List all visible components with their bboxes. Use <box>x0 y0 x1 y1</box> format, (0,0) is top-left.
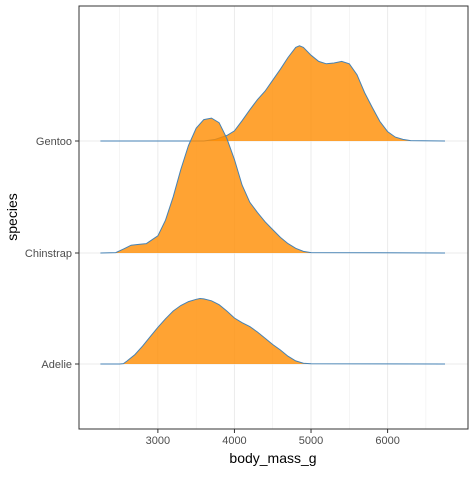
y-axis-title: species <box>4 193 20 240</box>
x-tick-label: 6000 <box>375 435 399 447</box>
x-tick-label: 3000 <box>146 435 170 447</box>
ridge-layer <box>100 45 446 365</box>
ridge-line-adelie <box>100 297 446 365</box>
x-tick-label: 5000 <box>299 435 323 447</box>
ridge-area-gentoo <box>100 45 446 141</box>
ridge-line-chinstrap <box>100 117 446 254</box>
axis-layer: 3000 4000 5000 6000 Adelie Chinstrap Gentoo <box>25 136 400 447</box>
x-tick-label: 4000 <box>222 435 246 447</box>
ridge-area-adelie <box>100 298 446 364</box>
y-tick-label-gentoo: Gentoo <box>36 136 72 148</box>
plot-panel-border <box>78 5 469 430</box>
ridge-line-gentoo <box>100 45 446 142</box>
y-tick-label-adelie: Adelie <box>41 359 72 371</box>
plot-panel-background <box>79 6 468 429</box>
y-tick-label-chinstrap: Chinstrap <box>25 248 72 260</box>
x-axis-title: body_mass_g <box>229 450 316 466</box>
